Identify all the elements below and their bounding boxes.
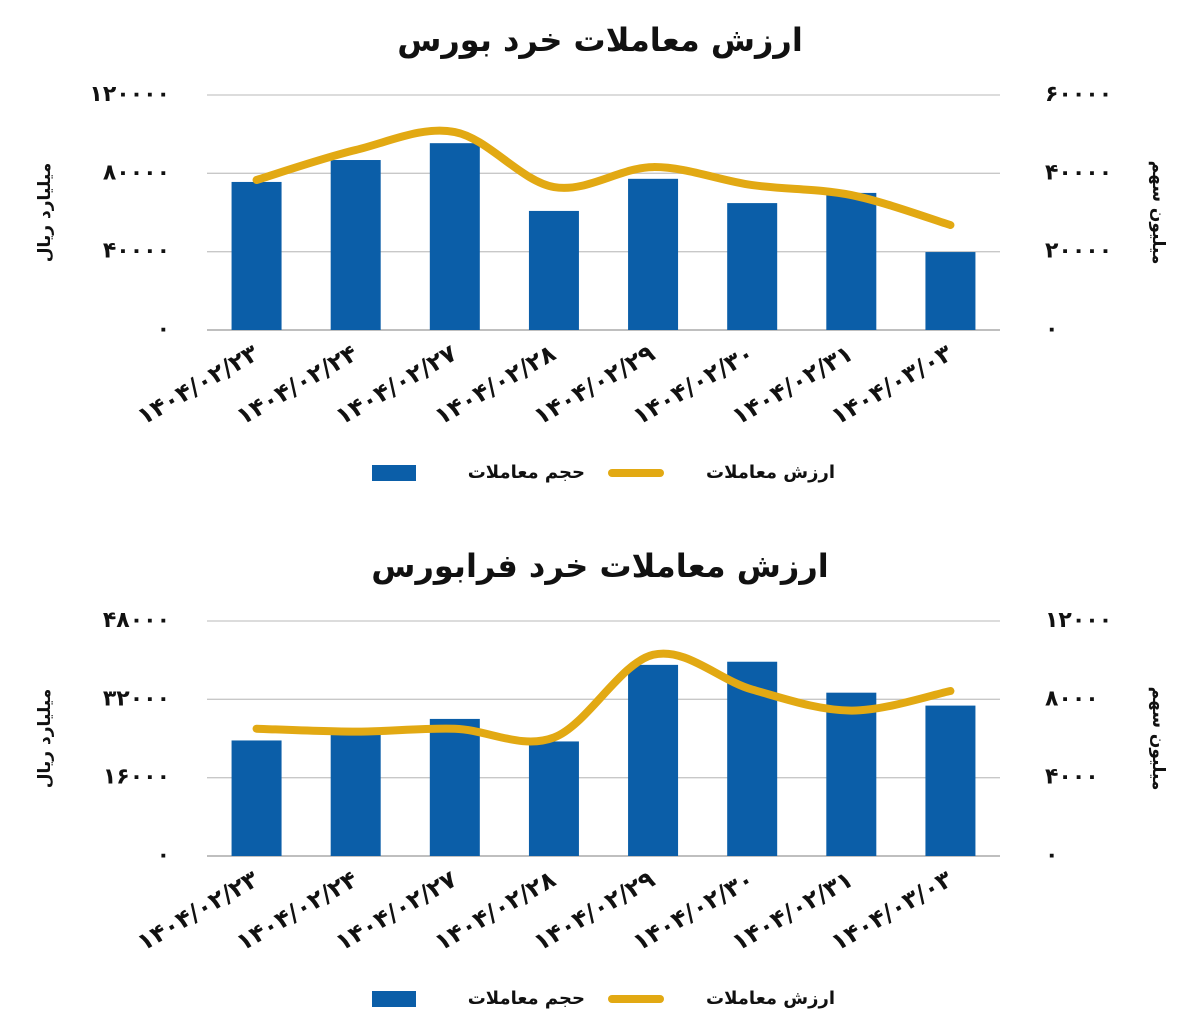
- y2-tick-label: ۰: [1045, 843, 1058, 868]
- bar: [528, 741, 579, 856]
- y-tick-label: ۰: [157, 843, 170, 868]
- chart-title: ارزش معاملات خرد بورس: [397, 21, 803, 59]
- y2-tick-label: ۱۲۰۰۰: [1045, 608, 1112, 633]
- bar: [330, 730, 381, 856]
- bar: [429, 718, 480, 856]
- y-tick-label: ۳۲۰۰۰: [103, 686, 170, 711]
- y2-tick-label: ۸۰۰۰: [1045, 686, 1099, 711]
- line: [252, 126, 955, 230]
- bar: [925, 252, 976, 330]
- y2-tick-label: ۴۰۰۰: [1045, 765, 1099, 790]
- y-tick-label: ۰: [157, 317, 170, 342]
- chart: ارزش معاملات خرد فرابورس ۰ ۱۶۰۰۰ ۳۲۰۰۰ ۴۸۰۰۰…: [35, 547, 1168, 1009]
- line: [252, 649, 955, 746]
- y2-tick-label: ۶۰۰۰۰: [1045, 82, 1112, 107]
- bar: [528, 210, 579, 330]
- bar: [231, 740, 282, 856]
- legend-label: ارزش معاملات: [706, 988, 835, 1009]
- y-axis-title: میلیارد ریال: [35, 163, 55, 262]
- y2-tick-label: ۰: [1045, 317, 1058, 342]
- chart-title: ارزش معاملات خرد فرابورس: [371, 547, 828, 585]
- bar: [628, 178, 679, 330]
- y-tick-label: ۴۰۰۰۰: [103, 239, 170, 264]
- bar: [231, 181, 282, 330]
- y-tick-label: ۸۰۰۰۰: [103, 160, 170, 185]
- y-tick-label: ۱۶۰۰۰: [103, 765, 170, 790]
- y2-axis-title: میلیون سهم: [1148, 161, 1168, 265]
- y-tick-label: ۱۲۰۰۰۰: [89, 82, 170, 107]
- y2-axis-title: میلیون سهم: [1148, 687, 1168, 791]
- y-axis-title: میلیارد ریال: [35, 689, 55, 788]
- legend-swatch: [372, 991, 416, 1007]
- y2-tick-label: ۲۰۰۰۰: [1045, 239, 1112, 264]
- y2-tick-label: ۴۰۰۰۰: [1045, 160, 1112, 185]
- legend-label: ارزش معاملات: [706, 462, 835, 483]
- bar: [628, 664, 679, 856]
- chart: ارزش معاملات خرد بورس ۰ ۴۰۰۰۰ ۸۰۰۰۰ ۱۲۰۰۰۰ ۰ ۲…: [35, 21, 1168, 483]
- legend-label: حجم معاملات: [468, 988, 585, 1009]
- bar: [826, 692, 877, 856]
- bar: [429, 143, 480, 330]
- bar: [330, 160, 381, 330]
- y-tick-label: ۴۸۰۰۰: [103, 608, 170, 633]
- bar: [925, 705, 976, 856]
- bar: [826, 192, 877, 330]
- legend-swatch: [372, 465, 416, 481]
- legend-label: حجم معاملات: [468, 462, 585, 483]
- bar: [727, 203, 778, 330]
